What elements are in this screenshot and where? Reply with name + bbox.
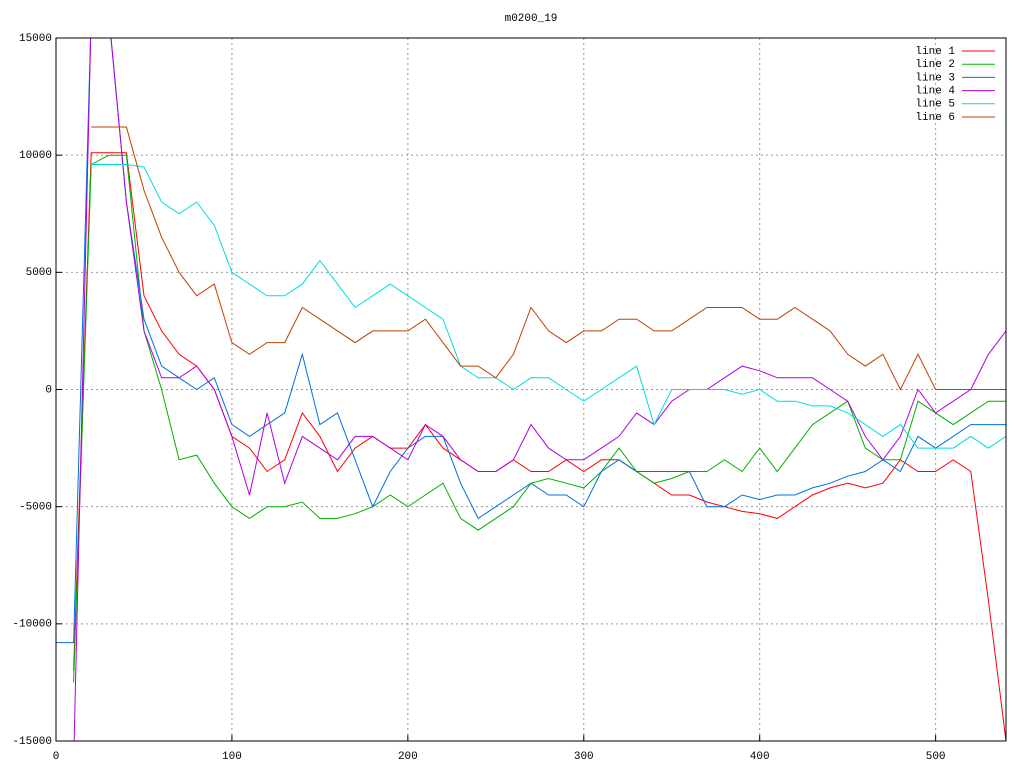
y-tick-label: 5000 xyxy=(26,267,52,279)
data-line xyxy=(56,38,1006,644)
y-tick-label: -5000 xyxy=(19,502,52,514)
data-line xyxy=(73,38,1006,741)
y-tick-label: 15000 xyxy=(19,33,52,45)
legend-label: line 6 xyxy=(915,112,955,124)
legend-label: line 2 xyxy=(915,59,955,71)
y-tick-label: -10000 xyxy=(12,619,52,631)
y-tick-label: 0 xyxy=(45,384,52,396)
data-line xyxy=(73,154,1006,683)
x-tick-label: 500 xyxy=(926,751,946,763)
data-line xyxy=(91,164,1006,449)
legend-label: line 1 xyxy=(915,46,955,58)
legend-label: line 3 xyxy=(915,72,955,84)
y-tick-label: -15000 xyxy=(12,736,52,748)
plot-border xyxy=(55,37,1007,742)
legend-label: line 4 xyxy=(915,86,955,98)
data-line xyxy=(91,126,1006,391)
x-tick-label: 200 xyxy=(398,751,418,763)
x-tick-label: 100 xyxy=(222,751,242,763)
labels: -15000 -10000 -5000 0 5000 10000 15000 0 100 200 3… xyxy=(12,33,995,763)
x-tick-label: 400 xyxy=(750,751,770,763)
legend-label: line 5 xyxy=(915,99,955,111)
plot-area xyxy=(56,38,1006,741)
y-tick-label: 10000 xyxy=(19,150,52,162)
x-tick-label: 0 xyxy=(53,751,60,763)
x-tick-label: 300 xyxy=(574,751,594,763)
chart-title: m0200_19 xyxy=(505,13,558,25)
